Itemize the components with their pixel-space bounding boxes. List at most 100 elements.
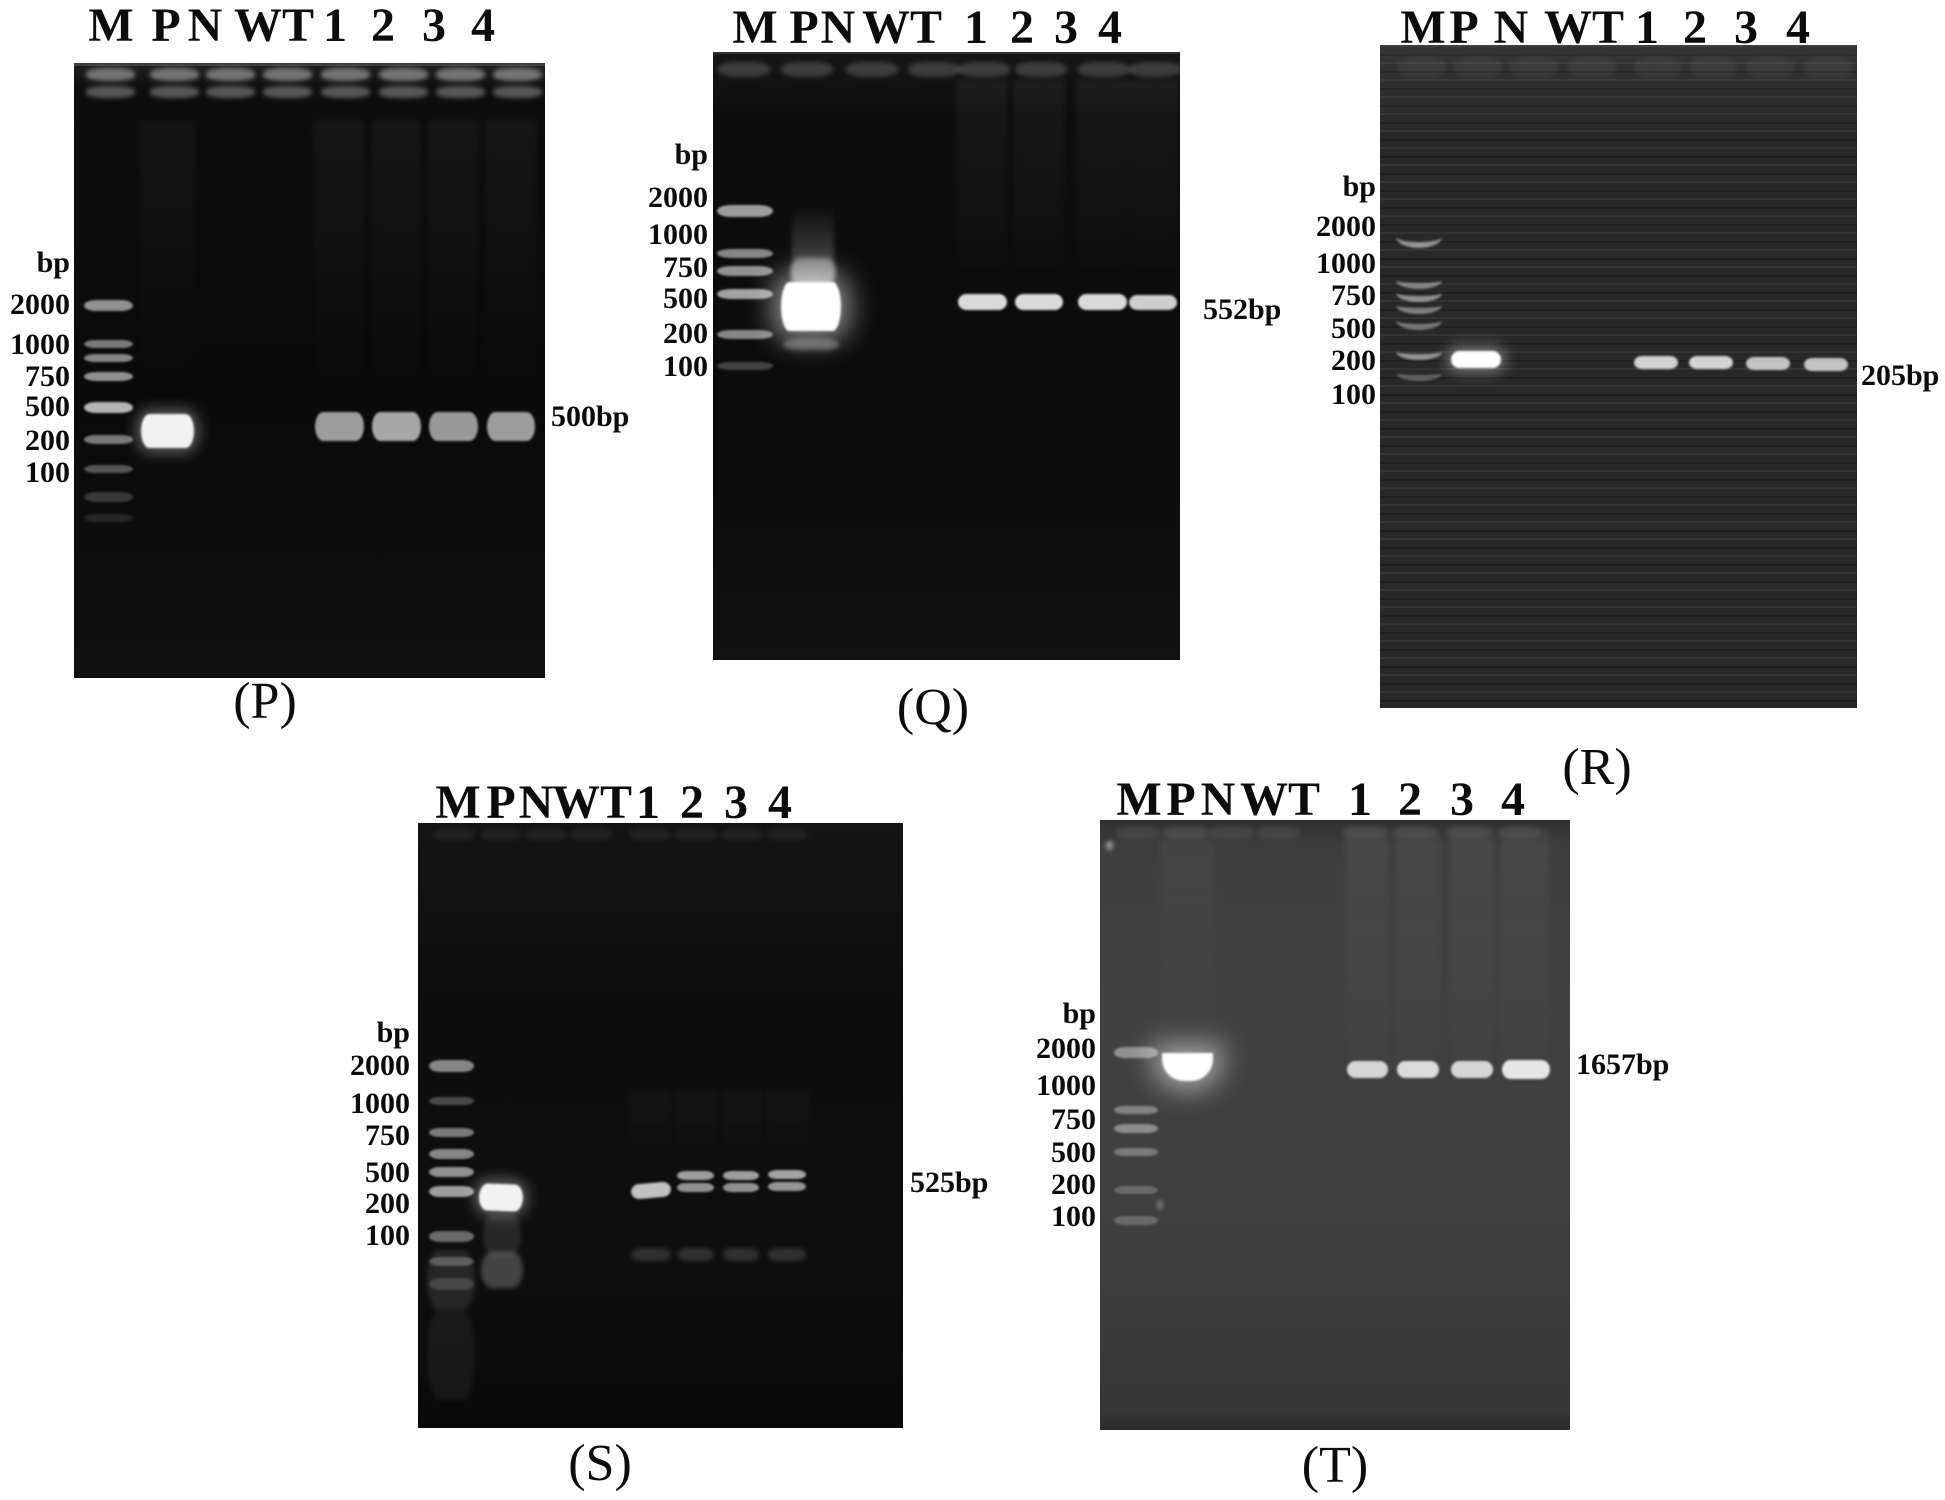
ladder-band xyxy=(1396,366,1442,381)
ladder-band xyxy=(1114,1148,1158,1156)
lane-label-p: P xyxy=(789,1,819,54)
lane-label-n: N xyxy=(518,776,554,829)
lane-label-p: P xyxy=(486,776,516,829)
ladder-band xyxy=(84,435,133,444)
ladder-size-label: 750 xyxy=(1331,279,1376,312)
sample-well xyxy=(1342,826,1386,839)
ladder-band xyxy=(429,1278,474,1290)
sample-well xyxy=(436,68,485,81)
band-size-annotation: 552bp xyxy=(1203,293,1282,326)
lane-label-wt: WT xyxy=(233,0,315,52)
lane-label-1: 1 xyxy=(964,1,988,54)
ladder-size-label: 2000 xyxy=(1036,1032,1096,1065)
ladder-size-label: 1000 xyxy=(648,218,708,251)
pcr-product-band xyxy=(1451,1061,1493,1078)
sample-well xyxy=(1129,62,1181,77)
ladder-size-label: 100 xyxy=(1051,1200,1096,1233)
ladder-band xyxy=(429,1097,474,1105)
sample-well xyxy=(1164,826,1208,839)
ladder-size-label: 500 xyxy=(1051,1136,1096,1169)
pcr-product-band xyxy=(677,1171,714,1180)
lane-label-p: P xyxy=(151,0,181,52)
sample-well xyxy=(379,86,428,98)
ladder-band xyxy=(429,1060,474,1072)
gel-smear xyxy=(481,1252,523,1288)
lane-streak xyxy=(1345,828,1390,1088)
sample-well xyxy=(781,62,833,77)
lane-streak xyxy=(1013,80,1065,295)
sample-well xyxy=(908,62,960,77)
ladder-band xyxy=(429,1231,474,1242)
pcr-product-band xyxy=(1347,1061,1388,1078)
sample-well xyxy=(321,68,370,81)
sample-well xyxy=(493,68,542,81)
pcr-product-band xyxy=(1162,1053,1213,1081)
sample-well xyxy=(436,86,485,98)
pcr-product-band xyxy=(315,412,364,441)
ladder-band xyxy=(1114,1124,1158,1133)
gel-smear xyxy=(768,1248,806,1261)
ladder-size-label: 500 xyxy=(1331,312,1376,345)
ladder-size-label: 500 xyxy=(25,390,70,423)
ladder-size-label: 100 xyxy=(1331,378,1376,411)
lane-streak xyxy=(1127,80,1179,295)
ladder-size-label: 200 xyxy=(25,424,70,457)
ladder-band xyxy=(429,1167,474,1177)
lane-streak xyxy=(721,1090,763,1170)
ladder-unit-label: bp xyxy=(1342,170,1376,203)
lane-label-4: 4 xyxy=(471,0,495,52)
gel-smear xyxy=(723,1248,759,1261)
pcr-product-band xyxy=(1015,294,1063,310)
lane-label-m: M xyxy=(1116,773,1162,826)
lane-label-3: 3 xyxy=(724,776,748,829)
gel-image xyxy=(74,63,545,678)
sample-well xyxy=(263,68,312,81)
panel-caption: (T) xyxy=(1301,1437,1369,1494)
lane-label-2: 2 xyxy=(371,0,395,52)
sample-well xyxy=(493,86,542,98)
sample-well xyxy=(1804,56,1852,78)
lane-label-m: M xyxy=(435,776,481,829)
sample-well xyxy=(1015,62,1067,77)
ladder-unit-label: bp xyxy=(376,1016,410,1049)
ladder-band xyxy=(1114,1047,1158,1058)
ladder-size-label: 200 xyxy=(1051,1168,1096,1201)
sample-well xyxy=(1446,826,1490,839)
sample-well xyxy=(1568,56,1616,78)
pcr-product-band xyxy=(768,1182,806,1191)
lane-label-2: 2 xyxy=(1398,773,1422,826)
pcr-product-band xyxy=(1397,1061,1439,1078)
sample-well xyxy=(846,62,898,77)
sample-well xyxy=(629,828,671,840)
lane-label-1: 1 xyxy=(323,0,347,52)
sample-well xyxy=(480,828,522,840)
sample-well xyxy=(525,828,567,840)
lane-streak xyxy=(139,120,195,420)
lane-label-3: 3 xyxy=(1734,1,1758,54)
sample-well xyxy=(150,86,199,98)
ladder-size-label: 2000 xyxy=(10,288,70,321)
pcr-product-band xyxy=(1634,356,1678,369)
ladder-band xyxy=(429,1257,474,1266)
gel-image xyxy=(713,52,1180,660)
lane-label-n: N xyxy=(820,1,856,54)
ladder-band xyxy=(717,330,773,339)
ladder-size-label: 1000 xyxy=(10,328,70,361)
gel-image xyxy=(1380,45,1857,708)
lane-streak xyxy=(485,120,537,420)
ladder-band xyxy=(717,249,773,258)
lane-label-1: 1 xyxy=(1348,773,1372,826)
lane-label-m: M xyxy=(732,1,778,54)
lane-streak xyxy=(629,1090,673,1170)
sample-well xyxy=(1498,826,1542,839)
lane-streak xyxy=(675,1090,717,1170)
pcr-product-band xyxy=(958,294,1007,310)
pcr-product-band xyxy=(781,282,841,331)
sample-well xyxy=(206,68,255,81)
pcr-product-band xyxy=(1804,358,1848,371)
